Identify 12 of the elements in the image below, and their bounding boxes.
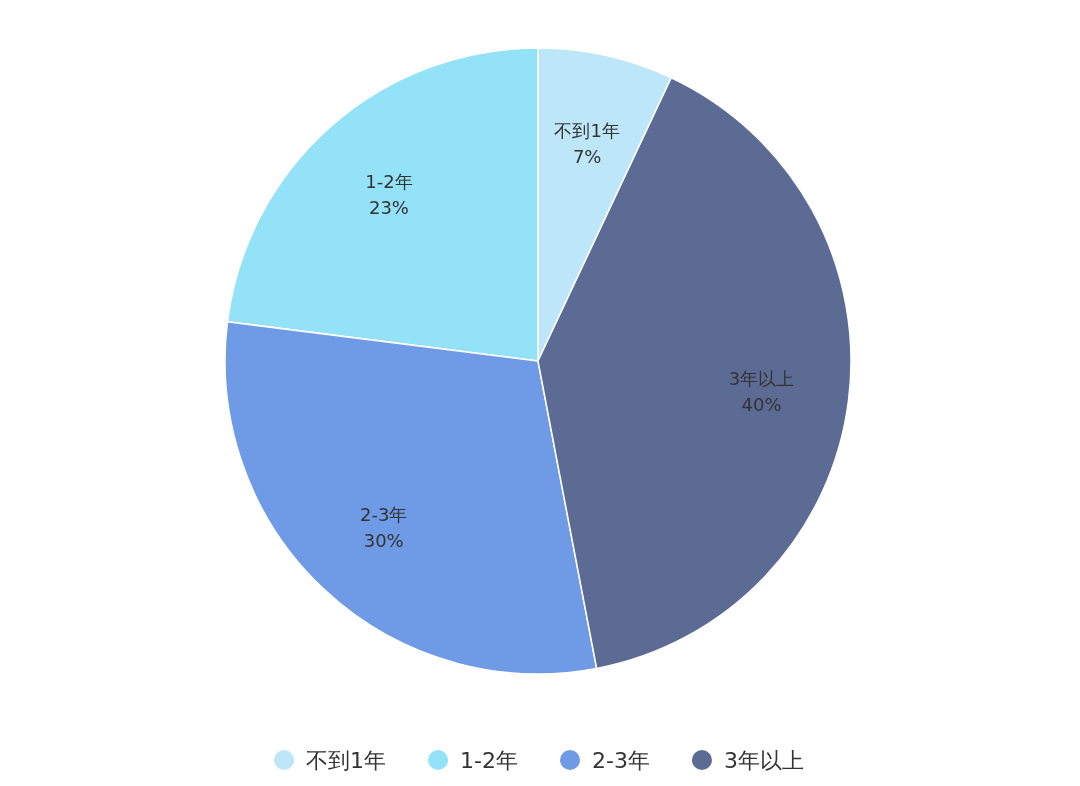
data-label: 40% [741, 394, 782, 416]
data-label: 7% [572, 146, 602, 168]
data-label: 23% [368, 196, 409, 218]
legend-label: 1-2年 [460, 748, 518, 773]
slice-label: 不到1年 [554, 120, 620, 142]
legend-label: 3年以上 [723, 748, 804, 773]
legend-label: 不到1年 [306, 748, 387, 773]
slice-label: 2-3年 [360, 504, 408, 526]
slice-label: 1-2年 [365, 170, 413, 192]
data-label: 30% [363, 530, 404, 552]
legend-label: 2-3年 [592, 748, 650, 773]
slice-label: 3年以上 [728, 368, 795, 390]
